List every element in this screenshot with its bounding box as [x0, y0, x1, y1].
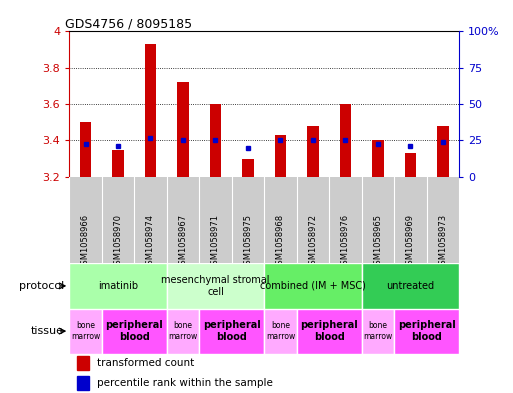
- Bar: [372, 141, 384, 177]
- Bar: [362, 263, 459, 309]
- Text: transformed count: transformed count: [96, 358, 194, 368]
- Bar: [362, 309, 394, 354]
- Bar: [145, 44, 156, 177]
- Bar: [102, 309, 167, 354]
- Bar: [275, 135, 286, 177]
- Text: peripheral
blood: peripheral blood: [105, 320, 163, 342]
- Bar: [167, 309, 199, 354]
- Bar: [77, 376, 89, 390]
- Text: peripheral
blood: peripheral blood: [203, 320, 261, 342]
- Text: bone
marrow: bone marrow: [363, 321, 392, 341]
- Text: bone
marrow: bone marrow: [266, 321, 295, 341]
- Bar: [437, 126, 448, 177]
- Text: peripheral
blood: peripheral blood: [398, 320, 456, 342]
- Bar: [264, 263, 362, 309]
- Bar: [69, 309, 102, 354]
- Bar: [210, 104, 221, 177]
- Text: tissue: tissue: [31, 326, 64, 336]
- Bar: [112, 150, 124, 177]
- Text: bone
marrow: bone marrow: [168, 321, 198, 341]
- Bar: [394, 309, 459, 354]
- Bar: [307, 126, 319, 177]
- Text: peripheral
blood: peripheral blood: [300, 320, 358, 342]
- Text: combined (IM + MSC): combined (IM + MSC): [260, 281, 366, 291]
- Bar: [69, 263, 167, 309]
- Text: imatinib: imatinib: [98, 281, 138, 291]
- Bar: [242, 159, 253, 177]
- Text: percentile rank within the sample: percentile rank within the sample: [96, 378, 272, 388]
- Bar: [77, 356, 89, 370]
- Text: untreated: untreated: [386, 281, 435, 291]
- Text: GDS4756 / 8095185: GDS4756 / 8095185: [65, 17, 192, 30]
- Text: protocol: protocol: [19, 281, 64, 291]
- Bar: [297, 309, 362, 354]
- Bar: [80, 122, 91, 177]
- Bar: [177, 82, 189, 177]
- Bar: [264, 309, 297, 354]
- Bar: [167, 263, 264, 309]
- Bar: [340, 104, 351, 177]
- Text: mesenchymal stromal
cell: mesenchymal stromal cell: [161, 275, 270, 297]
- Bar: [199, 309, 264, 354]
- Text: bone
marrow: bone marrow: [71, 321, 100, 341]
- Bar: [405, 153, 416, 177]
